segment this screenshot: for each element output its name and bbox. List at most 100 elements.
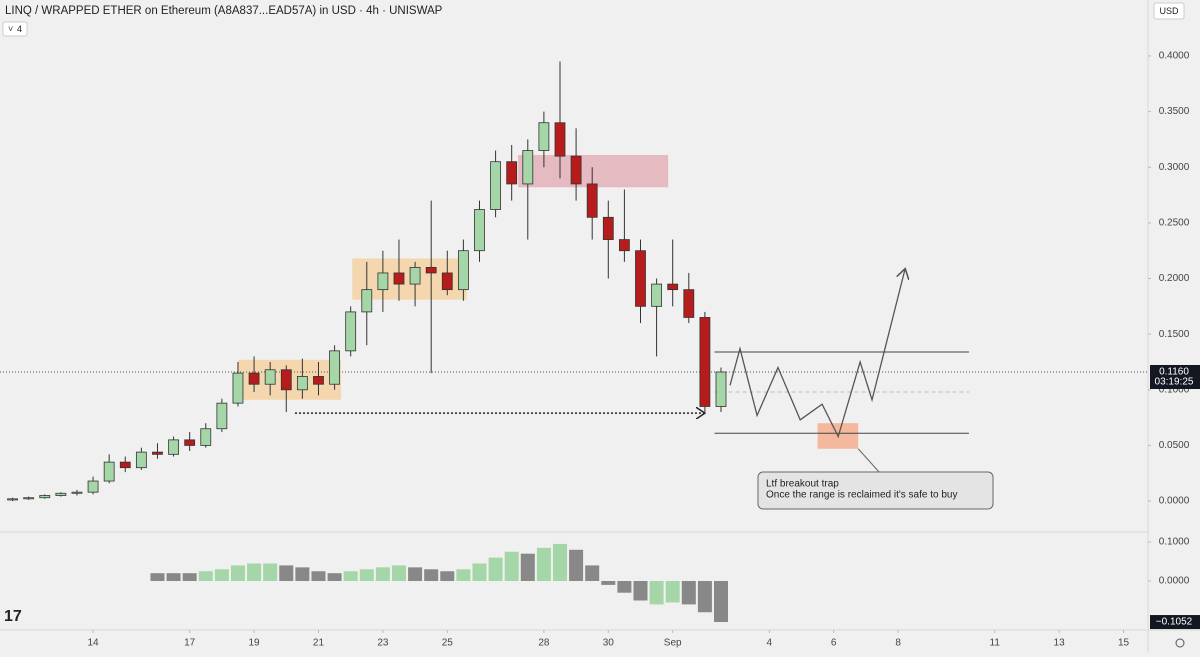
candle-body — [135, 451, 147, 469]
x-tick-label: 14 — [88, 638, 100, 649]
x-tick-label: 4 — [767, 638, 773, 649]
candle-body — [586, 183, 598, 218]
x-tick-label: 8 — [895, 638, 901, 649]
histogram-bar — [488, 557, 503, 581]
histogram-bar — [230, 565, 245, 581]
histogram-bar — [681, 581, 696, 605]
candle-body — [23, 497, 35, 500]
histogram-bar — [697, 581, 712, 613]
candle-body — [635, 250, 646, 307]
candle-body — [715, 371, 727, 407]
y-tick-label: 0.1000 — [1159, 537, 1190, 548]
histogram-bar — [456, 569, 471, 581]
y-tick-label: 0.0000 — [1159, 496, 1190, 507]
currency-label: USD — [1159, 6, 1179, 16]
histogram-bar — [569, 549, 584, 581]
histogram-bar — [198, 571, 213, 581]
indicator-count: 4 — [17, 24, 22, 34]
candle-body — [168, 439, 179, 455]
x-tick-label: 25 — [442, 638, 454, 649]
histogram-bar — [665, 581, 680, 603]
histogram-bar — [375, 567, 390, 581]
x-tick-label: 30 — [603, 638, 615, 649]
candle-body — [602, 216, 614, 240]
candle-body — [441, 272, 453, 291]
candle-body — [667, 283, 679, 291]
histogram-bar — [327, 573, 342, 581]
candle-body — [216, 402, 228, 430]
x-tick-label: 6 — [831, 638, 837, 649]
candle-body — [522, 150, 534, 185]
last-value-box — [1150, 615, 1200, 630]
y-tick-label: 0.2000 — [1159, 273, 1190, 284]
candle-body — [7, 498, 18, 501]
histogram-bar — [504, 551, 519, 581]
histogram-bar — [391, 565, 406, 581]
candle-body — [425, 266, 437, 274]
callout-pointer — [857, 448, 881, 474]
last-value-label: −0.1052 — [1156, 617, 1193, 628]
x-tick-label: 13 — [1054, 638, 1066, 649]
candle-body — [474, 209, 485, 252]
candle-body — [119, 461, 131, 469]
y-tick-label: 0.3500 — [1159, 106, 1190, 117]
histogram-bar — [247, 563, 262, 581]
y-tick-label: 0.3000 — [1159, 162, 1190, 173]
histogram-bar — [295, 567, 310, 581]
callout-text: Once the range is reclaimed it's safe to… — [766, 490, 957, 501]
y-tick-label: 0.1500 — [1159, 329, 1190, 340]
candle-body — [457, 250, 469, 291]
histogram-bar — [601, 581, 616, 585]
histogram-bar — [633, 581, 648, 601]
candle-body — [490, 161, 501, 210]
badge-chevron: ˅ — [8, 24, 13, 34]
x-tick-label: 28 — [538, 638, 550, 649]
candle-body — [200, 428, 212, 446]
x-tick-label: 15 — [1118, 638, 1130, 649]
chart-title: LINQ / WRAPPED ETHER on Ethereum (A8A837… — [5, 5, 443, 17]
histogram-bar — [263, 563, 278, 581]
histogram-bar — [279, 565, 294, 581]
callout-box — [757, 471, 994, 510]
x-tick-label: 11 — [990, 638, 1001, 649]
settings-icon[interactable] — [1175, 638, 1185, 648]
candle-body — [313, 376, 324, 385]
histogram-bar — [408, 567, 423, 581]
candle-body — [264, 369, 276, 385]
candle-body — [393, 272, 405, 285]
candle-body — [377, 272, 389, 291]
logo[interactable]: 17 — [4, 608, 22, 625]
candle-body — [248, 372, 260, 385]
candle-body — [699, 317, 711, 407]
zone — [518, 155, 669, 188]
histogram-bar — [585, 565, 600, 581]
x-tick-label: Sep — [664, 638, 682, 649]
candle-body — [618, 239, 630, 252]
x-tick-label: 17 — [184, 638, 196, 649]
y-tick-label: 0.2500 — [1159, 218, 1190, 229]
last-price-box — [1150, 364, 1200, 389]
histogram-bar — [214, 569, 229, 581]
histogram-bar — [617, 581, 632, 593]
x-tick-label: 21 — [313, 638, 325, 649]
candle-body — [55, 492, 67, 496]
indicator-badge[interactable] — [2, 21, 28, 37]
histogram-bar — [150, 573, 165, 581]
histogram-bar — [520, 553, 535, 581]
candle-body — [409, 266, 421, 285]
callout-text: Ltf breakout trap — [766, 479, 839, 490]
projection-path — [729, 269, 905, 439]
candle-body — [345, 311, 357, 352]
candle-body — [570, 155, 582, 185]
candle-body — [506, 161, 518, 185]
histogram-bar — [311, 571, 326, 581]
countdown: 03:19:25 — [1155, 377, 1194, 388]
y-tick-label: 0.0000 — [1159, 576, 1190, 587]
candle-body — [329, 350, 340, 385]
x-tick-label: 19 — [249, 638, 261, 649]
histogram-bar — [552, 543, 567, 581]
currency-button[interactable] — [1153, 2, 1185, 20]
candle-body — [280, 369, 292, 391]
